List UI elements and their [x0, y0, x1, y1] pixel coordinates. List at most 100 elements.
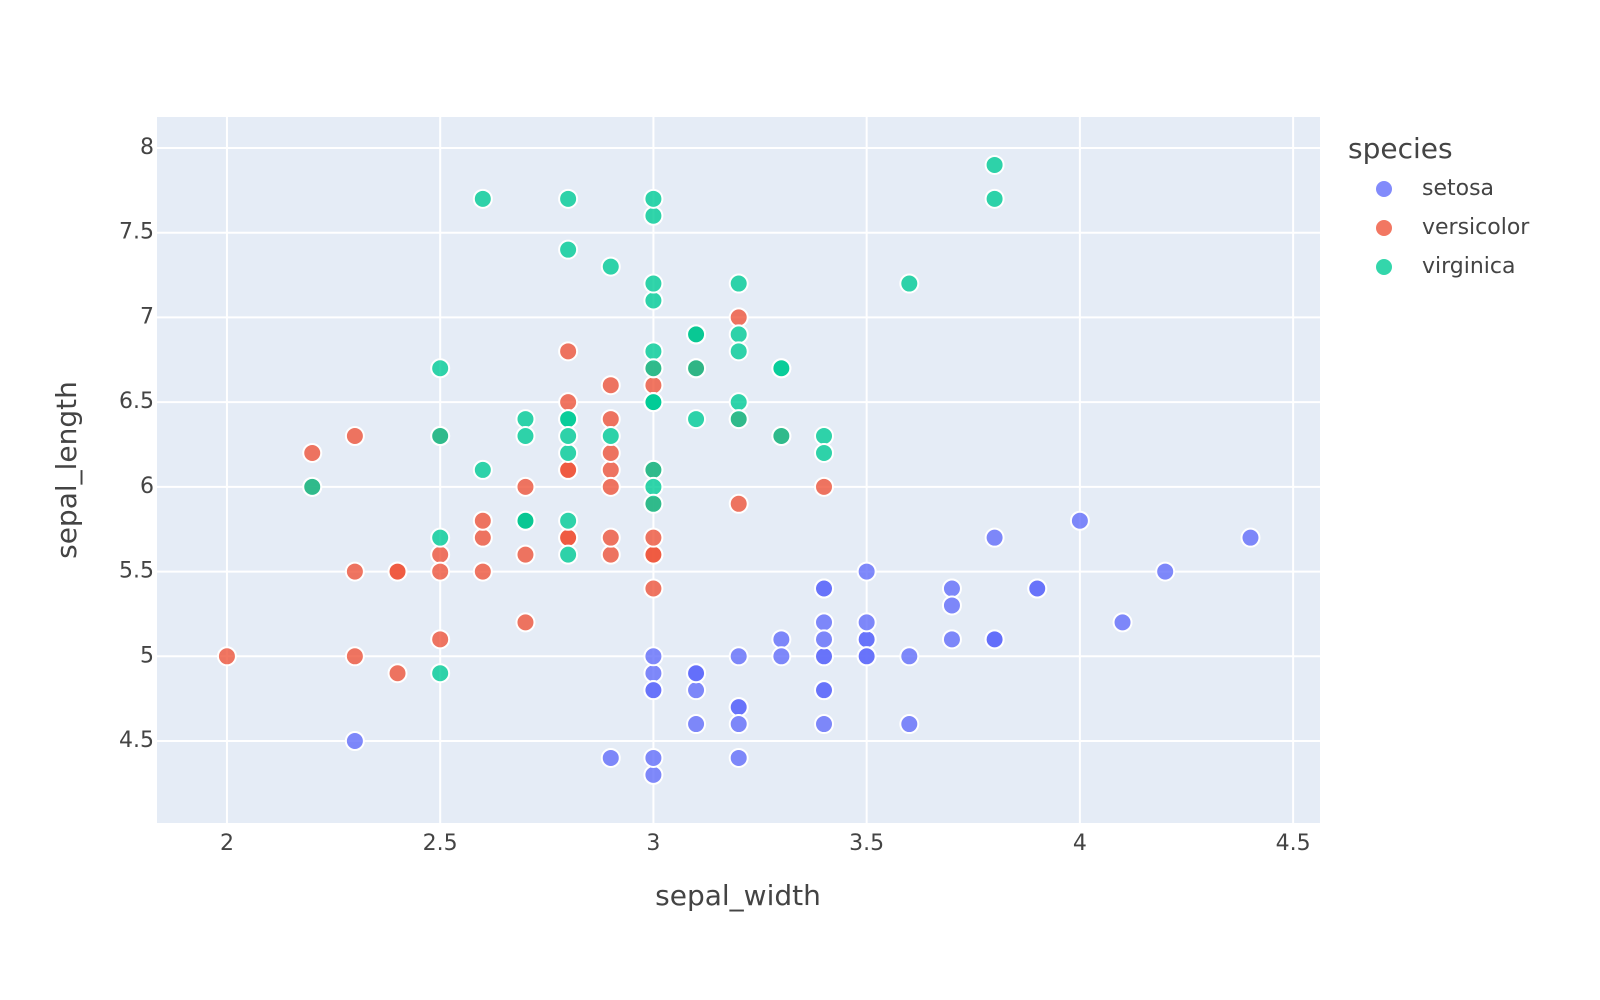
- point: [643, 578, 664, 599]
- point: [344, 426, 365, 447]
- point: [856, 646, 877, 667]
- x-tick-label: 2: [220, 831, 234, 856]
- point: [302, 442, 323, 463]
- y-tick-label: 5: [140, 643, 154, 668]
- points: [216, 154, 1261, 785]
- legend-marker: [1376, 181, 1392, 197]
- point: [686, 358, 707, 379]
- point: [984, 527, 1005, 548]
- point: [558, 409, 579, 430]
- legend-label: versicolor: [1422, 215, 1530, 240]
- point: [600, 747, 621, 768]
- point: [643, 663, 664, 684]
- legend-title: species: [1348, 132, 1453, 165]
- point: [302, 476, 323, 497]
- point: [941, 629, 962, 650]
- x-tick-label: 4.5: [1276, 831, 1311, 856]
- point: [558, 510, 579, 531]
- point: [643, 290, 664, 311]
- point: [643, 476, 664, 497]
- y-axis-title: sepal_length: [50, 381, 83, 559]
- point: [728, 341, 749, 362]
- point: [472, 561, 493, 582]
- point: [728, 493, 749, 514]
- point: [558, 442, 579, 463]
- point: [643, 341, 664, 362]
- point: [771, 629, 792, 650]
- y-tick-label: 7.5: [119, 220, 154, 245]
- point: [472, 188, 493, 209]
- x-axis-title: sepal_width: [655, 879, 821, 912]
- point: [643, 375, 664, 396]
- point: [643, 205, 664, 226]
- point: [515, 476, 536, 497]
- point: [984, 188, 1005, 209]
- point: [856, 629, 877, 650]
- point: [941, 578, 962, 599]
- point: [856, 612, 877, 633]
- point: [600, 426, 621, 447]
- point: [515, 426, 536, 447]
- point: [515, 612, 536, 633]
- point: [600, 476, 621, 497]
- point: [600, 256, 621, 277]
- point: [899, 273, 920, 294]
- point: [600, 544, 621, 565]
- point: [430, 426, 451, 447]
- point: [558, 527, 579, 548]
- point: [558, 341, 579, 362]
- point: [344, 730, 365, 751]
- point: [814, 476, 835, 497]
- point: [643, 544, 664, 565]
- legend-label: setosa: [1422, 176, 1494, 201]
- point: [1069, 510, 1090, 531]
- point: [472, 510, 493, 531]
- point: [515, 510, 536, 531]
- point: [941, 595, 962, 616]
- point: [728, 273, 749, 294]
- point: [686, 714, 707, 735]
- point: [814, 426, 835, 447]
- point: [643, 764, 664, 785]
- point: [686, 324, 707, 345]
- point: [472, 459, 493, 480]
- point: [814, 629, 835, 650]
- point: [430, 629, 451, 650]
- point: [430, 358, 451, 379]
- point: [558, 544, 579, 565]
- point: [600, 459, 621, 480]
- point: [728, 747, 749, 768]
- point: [643, 527, 664, 548]
- point: [430, 663, 451, 684]
- point: [899, 714, 920, 735]
- point: [558, 426, 579, 447]
- point: [344, 646, 365, 667]
- y-tick-label: 6.5: [119, 389, 154, 414]
- point: [430, 527, 451, 548]
- legend-marker: [1376, 259, 1392, 275]
- point: [686, 663, 707, 684]
- point: [771, 646, 792, 667]
- point: [899, 646, 920, 667]
- point: [515, 409, 536, 430]
- point: [558, 188, 579, 209]
- y-tick-label: 6: [140, 474, 154, 499]
- point: [1112, 612, 1133, 633]
- point: [643, 646, 664, 667]
- point: [814, 578, 835, 599]
- point: [600, 442, 621, 463]
- point: [216, 646, 237, 667]
- point: [1155, 561, 1176, 582]
- point: [430, 561, 451, 582]
- point: [643, 188, 664, 209]
- legend-label: virginica: [1422, 254, 1516, 279]
- point: [728, 714, 749, 735]
- point: [387, 663, 408, 684]
- point: [1240, 527, 1261, 548]
- point: [984, 154, 1005, 175]
- y-tick-label: 5.5: [119, 559, 154, 584]
- point: [387, 561, 408, 582]
- point: [558, 459, 579, 480]
- point: [814, 714, 835, 735]
